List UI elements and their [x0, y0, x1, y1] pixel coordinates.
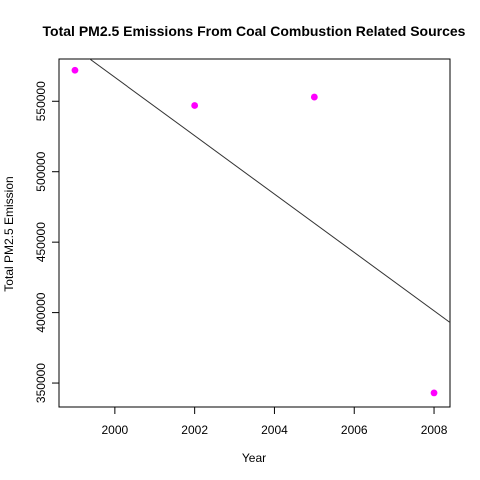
- y-tick-label-550000: 550000: [34, 81, 48, 121]
- x-axis-label: Year: [242, 451, 266, 465]
- y-tick-label-400000: 400000: [34, 292, 48, 332]
- plot-area: 2000 2002 2004 2006 2008 350000 400000 450000 50…: [34, 36, 450, 437]
- chart-title: Total PM2.5 Emissions From Coal Combusti…: [43, 23, 466, 39]
- y-axis-label: Total PM2.5 Emission: [2, 176, 16, 291]
- y-tick-label-450000: 450000: [34, 222, 48, 262]
- x-tick-label-2006: 2006: [341, 423, 368, 437]
- x-tick-label-2000: 2000: [102, 423, 129, 437]
- plot-frame: [59, 59, 450, 407]
- data-point-2002: [191, 102, 198, 109]
- trend-line: [59, 36, 450, 322]
- x-tick-label-2008: 2008: [421, 423, 448, 437]
- x-tick-label-2002: 2002: [181, 423, 208, 437]
- data-point-2005: [311, 94, 318, 101]
- x-tick-label-2004: 2004: [261, 423, 288, 437]
- y-tick-label-350000: 350000: [34, 363, 48, 403]
- data-point-2008: [431, 390, 438, 397]
- data-point-1999: [72, 67, 79, 74]
- y-tick-label-500000: 500000: [34, 151, 48, 191]
